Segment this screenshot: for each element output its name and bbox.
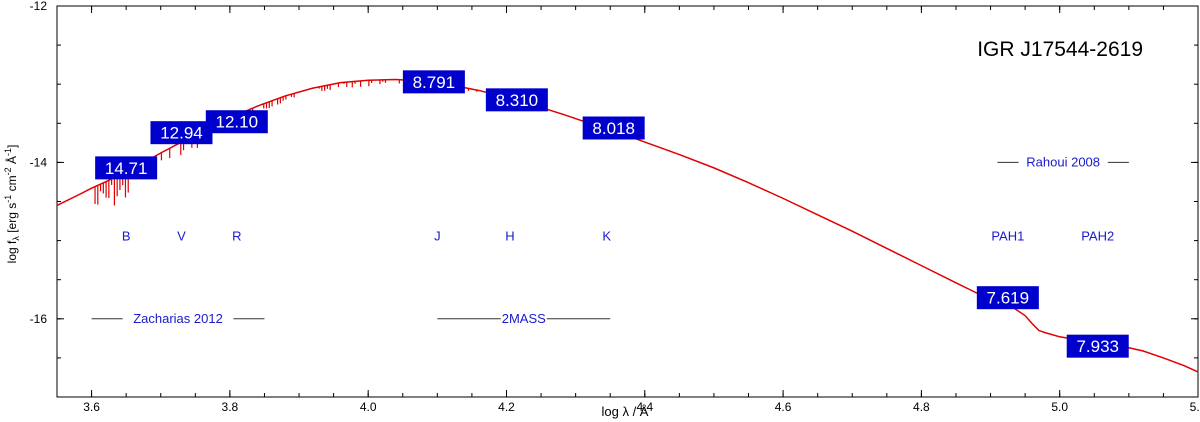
band-label: V [177,229,186,244]
y-label-sup1: -1 [3,195,13,203]
x-axis-label: log λ / Å [602,404,649,419]
magnitude-label: 8.310 [496,91,539,110]
magnitude-box [402,70,465,94]
x-tick-label: 4.8 [913,400,930,414]
band-label: PAH2 [1081,229,1114,244]
band-label: H [505,229,514,244]
reference-label: 2MASS [502,311,546,326]
y-label-sup3: -1 [3,148,13,156]
y-label-sup2: -2 [3,167,13,175]
chart-title: IGR J17544-2619 [977,38,1143,61]
y-label-part-b: [erg s [5,203,19,236]
y-label-part-c: cm [5,175,19,194]
x-tick-label: 4.6 [775,400,792,414]
magnitude-label: 7.619 [987,289,1030,308]
x-tick-label: 3.6 [83,400,100,414]
band-label: R [232,229,241,244]
photometry-labels-layer: 14.71 12.94 12.10 8.791 8.310 8.018 7.619 7.933 [95,70,1129,358]
y-tick-label: -14 [30,155,48,169]
plot-frame [56,5,1199,398]
x-tick-label: 5.2 [1190,400,1200,414]
magnitude-label: 14.71 [105,159,148,178]
reference-label: Rahoui 2008 [1026,154,1100,169]
magnitude-box [205,110,268,134]
magnitude-label: 8.018 [592,119,635,138]
magnitude-box [485,88,548,112]
magnitude-box [1066,334,1129,358]
magnitude-box [582,116,645,140]
band-label: PAH1 [991,229,1024,244]
annotation-layer: B V R J H K PAH1 PAH2 Zacharias 2012 2MASS Rahoui … [91,154,1129,326]
y-label-sub: λ [11,236,21,241]
y-label-part-d: Å [4,156,19,167]
magnitude-box [150,121,213,145]
reference-label: Zacharias 2012 [133,311,223,326]
y-label-part-e: ] [5,145,19,148]
axis-ticks: 3.6 3.8 4.0 4.2 4.4 4.6 4.8 5.0 5.2 -12 -14 -16 [30,0,1200,414]
x-tick-label: 4.2 [498,400,515,414]
band-label: K [602,229,611,244]
magnitude-label: 8.791 [413,73,456,92]
x-tick-label: 3.8 [222,400,239,414]
y-tick-label: -16 [30,312,48,326]
x-tick-label: 4.4 [636,400,653,414]
y-axis-label: log fλ [erg s-1 cm-2 Å-1] [3,145,21,264]
magnitude-label: 12.94 [160,124,203,143]
y-tick-label: -12 [30,0,48,13]
y-label-part-a: log f [5,240,19,263]
plot-border [56,5,1199,398]
magnitude-box [95,156,158,180]
magnitude-label: 7.933 [1076,337,1119,356]
band-label: J [434,229,441,244]
x-tick-label: 4.0 [360,400,377,414]
magnitude-label: 12.10 [216,113,259,132]
x-tick-label: 5.0 [1051,400,1068,414]
band-label: B [122,229,131,244]
magnitude-box [976,286,1039,310]
